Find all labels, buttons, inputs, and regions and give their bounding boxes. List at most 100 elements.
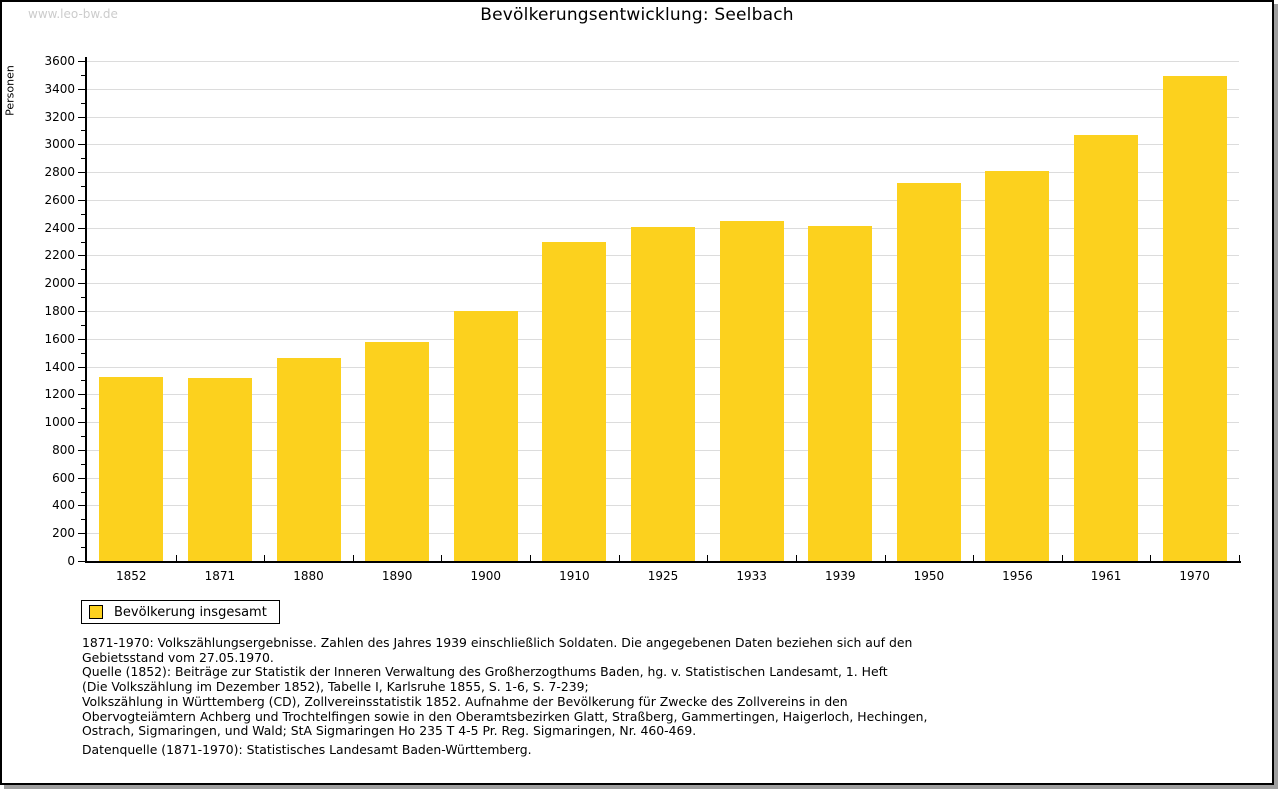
x-category-label: 1910 [559,569,590,583]
legend-box: Bevölkerung insgesamt [81,600,280,624]
gridline [87,199,1239,201]
bar-1956 [985,171,1050,561]
bar-1925 [631,226,695,561]
x-category-label: 1939 [824,569,856,583]
x-category-label: 1933 [736,569,767,583]
x-category-label: 1970 [1179,569,1210,583]
x-tick [352,555,354,561]
y-tick-label: 3000 [44,137,75,152]
bar-1961 [1074,134,1139,561]
y-tick [78,533,85,535]
bar-1950 [896,183,961,561]
x-category-label: 1871 [204,569,236,583]
x-tick [1239,555,1240,561]
x-axis-line [85,561,1241,563]
y-tick-label: 1600 [44,331,75,346]
y-tick [78,394,85,396]
y-tick-label: 2200 [44,248,75,263]
y-tick-label: 1800 [44,304,75,318]
y-tick-label: 200 [52,526,75,541]
y-tick [78,311,85,312]
legend-label: Bevölkerung insgesamt [114,604,267,620]
x-category-label: 1852 [116,569,147,583]
y-tick [78,172,85,174]
y-tick-label: 3200 [44,109,75,124]
y-tick-label: 3600 [44,54,75,68]
y-tick [78,255,85,257]
bar-1890 [365,342,430,561]
y-tick-label: 2800 [44,165,75,180]
watermark: www.leo-bw.de [28,7,118,21]
bar-1852 [99,376,164,561]
y-tick-label: 0 [67,554,75,568]
y-minor-tick [81,380,85,382]
gridline [87,61,1239,62]
x-category-label: 1880 [293,569,324,583]
y-minor-tick [81,186,85,187]
y-tick [78,116,85,118]
x-tick [441,555,443,561]
y-minor-tick [81,408,85,410]
y-axis-line [85,57,87,563]
y-minor-tick [81,519,85,521]
x-tick [707,555,709,561]
y-tick [78,477,85,479]
gridline [87,172,1239,174]
y-tick-label: 800 [52,442,75,457]
y-tick [78,449,85,451]
y-tick [78,505,85,507]
y-tick [78,422,85,424]
bar-1900 [453,311,518,561]
y-tick [78,283,85,285]
x-category-label: 1890 [381,569,413,583]
y-minor-tick [81,241,85,243]
y-minor-tick [81,324,85,326]
datasource-line: Datenquelle (1871-1970): Statistisches L… [82,742,532,757]
bar-1933 [719,221,784,561]
y-tick [78,366,85,368]
y-minor-tick [81,213,85,215]
y-minor-tick [81,491,85,493]
x-category-label: 1961 [1090,569,1122,583]
y-minor-tick [81,352,85,354]
y-tick-label: 2600 [44,192,75,207]
x-tick [530,555,532,561]
x-tick [795,555,797,561]
y-tick-label: 1000 [44,415,75,430]
y-minor-tick [81,547,85,549]
chart-title: Bevölkerungsentwicklung: Seelbach [480,5,794,25]
x-category-label: 1950 [913,569,945,583]
plot-area: 0 200 400 600 800 1000 1200 1400 1600 1800 2000 220… [2,2,1272,783]
y-tick [78,338,85,340]
bar-1970 [1162,75,1227,561]
x-tick [175,555,177,561]
bar-1939 [808,226,873,561]
y-tick-label: 400 [52,498,75,513]
y-tick [78,227,85,229]
x-category-label: 1956 [1002,569,1033,583]
y-tick-label: 1200 [44,387,75,402]
footnotes: 1871-1970: Volkszählungsergebnisse. Zahl… [82,635,928,739]
gridline [87,88,1239,90]
x-category-label: 1900 [470,569,502,583]
y-tick [78,561,85,562]
y-minor-tick [81,463,85,465]
x-tick [264,555,266,561]
y-minor-tick [81,269,85,271]
bar-1910 [542,242,607,561]
bar-1871 [187,378,252,561]
x-tick [884,555,886,561]
y-tick-label: 600 [52,470,75,485]
y-tick-label: 1400 [44,359,75,374]
y-tick-label: 3400 [44,81,75,96]
y-minor-tick [81,130,85,132]
x-category-label: 1925 [647,569,679,583]
y-tick-label: 2400 [44,220,75,235]
x-tick [973,555,975,561]
y-tick [78,144,85,146]
y-minor-tick [81,297,85,299]
gridline [87,144,1239,146]
y-minor-tick [81,74,85,76]
gridline [87,116,1239,118]
